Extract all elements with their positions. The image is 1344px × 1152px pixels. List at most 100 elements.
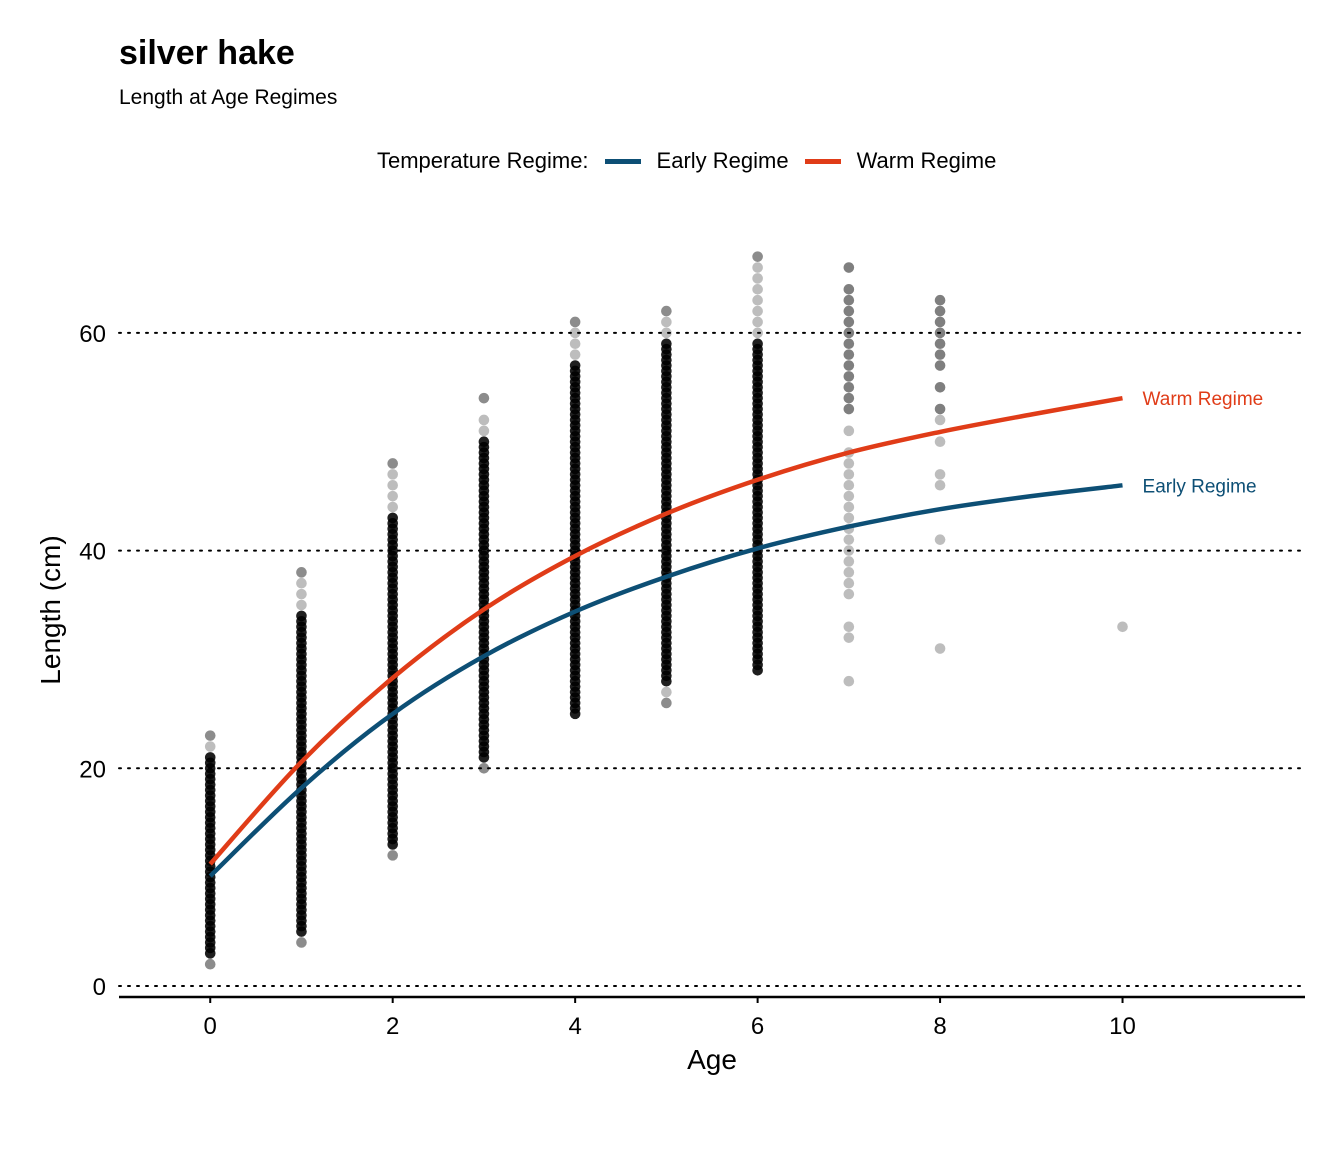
data-point [843, 490, 855, 502]
data-point [569, 349, 581, 360]
data-point [843, 284, 855, 295]
x-axis-title: Age [687, 1044, 737, 1075]
data-point [843, 381, 855, 393]
data-point [478, 436, 490, 448]
data-point [387, 458, 398, 469]
data-point [752, 294, 763, 306]
data-point [387, 479, 398, 491]
y-tick-label: 40 [79, 539, 106, 566]
chart-title: silver hake [119, 34, 295, 72]
data-point [934, 403, 946, 415]
legend-label-early-regime: Early Regime [656, 148, 789, 173]
y-axis-title: Length (cm) [35, 535, 66, 684]
data-point [661, 338, 672, 350]
data-point [843, 392, 855, 404]
curve-labels: Warm Regime Early Regime [1143, 389, 1264, 497]
legend-title: Temperature Regime: [377, 148, 589, 173]
data-point [661, 697, 672, 709]
data-point [843, 469, 855, 480]
tick-labels: 0 2 4 6 8 10 0 20 40 60 [79, 321, 1136, 1040]
legend-item-warm-regime: Warm Regime [804, 148, 997, 174]
data-point [843, 349, 855, 360]
data-point [752, 262, 763, 273]
data-point [478, 392, 490, 404]
data-point [934, 360, 946, 371]
data-point [843, 632, 855, 643]
data-point [934, 327, 946, 339]
data-point [843, 316, 855, 328]
data-point [843, 458, 855, 469]
data-point [296, 610, 307, 622]
x-tick-label: 10 [1109, 1013, 1136, 1040]
gridlines [118, 331, 1306, 987]
data-point [934, 338, 946, 350]
x-tick-label: 8 [933, 1013, 946, 1040]
curve-label-early-regime: Early Regime [1143, 476, 1257, 497]
data-point [843, 294, 855, 306]
data-point [478, 425, 490, 437]
data-point [752, 305, 763, 317]
legend-label-warm-regime: Warm Regime [856, 148, 997, 173]
y-tick-label: 20 [79, 756, 106, 783]
data-point [934, 305, 946, 317]
data-point [934, 349, 946, 360]
data-point [204, 752, 216, 763]
data-point [843, 371, 855, 382]
data-point [387, 850, 398, 861]
data-point [934, 469, 946, 480]
curve-early-regime [208, 483, 1123, 878]
data-point [934, 316, 946, 328]
data-point [843, 327, 855, 339]
data-point [296, 588, 307, 600]
data-point [387, 490, 398, 502]
data-point [934, 414, 946, 426]
data-point [934, 479, 946, 491]
data-point [843, 262, 855, 273]
x-tick-label: 2 [386, 1013, 399, 1040]
data-point [843, 501, 855, 513]
data-point [934, 534, 946, 545]
data-point [387, 512, 398, 524]
data-point [934, 643, 946, 654]
curve-label-warm-regime: Warm Regime [1143, 389, 1264, 410]
curve-warm-regime [208, 395, 1123, 866]
data-point [387, 501, 398, 513]
data-point [478, 414, 490, 426]
data-point [843, 567, 855, 578]
data-point [661, 327, 672, 339]
data-point [569, 338, 581, 350]
data-point [843, 556, 855, 567]
data-point [843, 621, 855, 633]
legend: Temperature Regime: Early Regime Warm Re… [377, 146, 996, 176]
data-point [752, 327, 763, 339]
data-point [752, 316, 763, 328]
legend-swatch-early-regime [604, 158, 641, 164]
y-tick-label: 60 [79, 321, 106, 348]
data-point [296, 937, 307, 948]
data-point [204, 958, 216, 970]
data-point [296, 567, 307, 578]
data-point [478, 762, 490, 774]
data-point [661, 316, 672, 328]
data-point [387, 469, 398, 480]
data-point [843, 534, 855, 545]
y-tick-label: 0 [93, 974, 106, 1001]
data-point [843, 545, 855, 556]
data-point [843, 338, 855, 350]
x-axis [119, 995, 1305, 1003]
data-point [661, 686, 672, 698]
x-tick-label: 4 [568, 1013, 581, 1040]
data-point [1117, 621, 1128, 633]
data-point [934, 436, 946, 448]
legend-swatch-warm-regime [804, 158, 841, 164]
data-point [752, 284, 763, 295]
data-point [843, 360, 855, 371]
x-tick-label: 6 [751, 1013, 764, 1040]
data-points [204, 251, 1128, 970]
legend-item-early-regime: Early Regime [604, 148, 789, 174]
data-point [934, 294, 946, 306]
data-point [661, 305, 672, 317]
data-point [843, 588, 855, 600]
data-point [843, 305, 855, 317]
